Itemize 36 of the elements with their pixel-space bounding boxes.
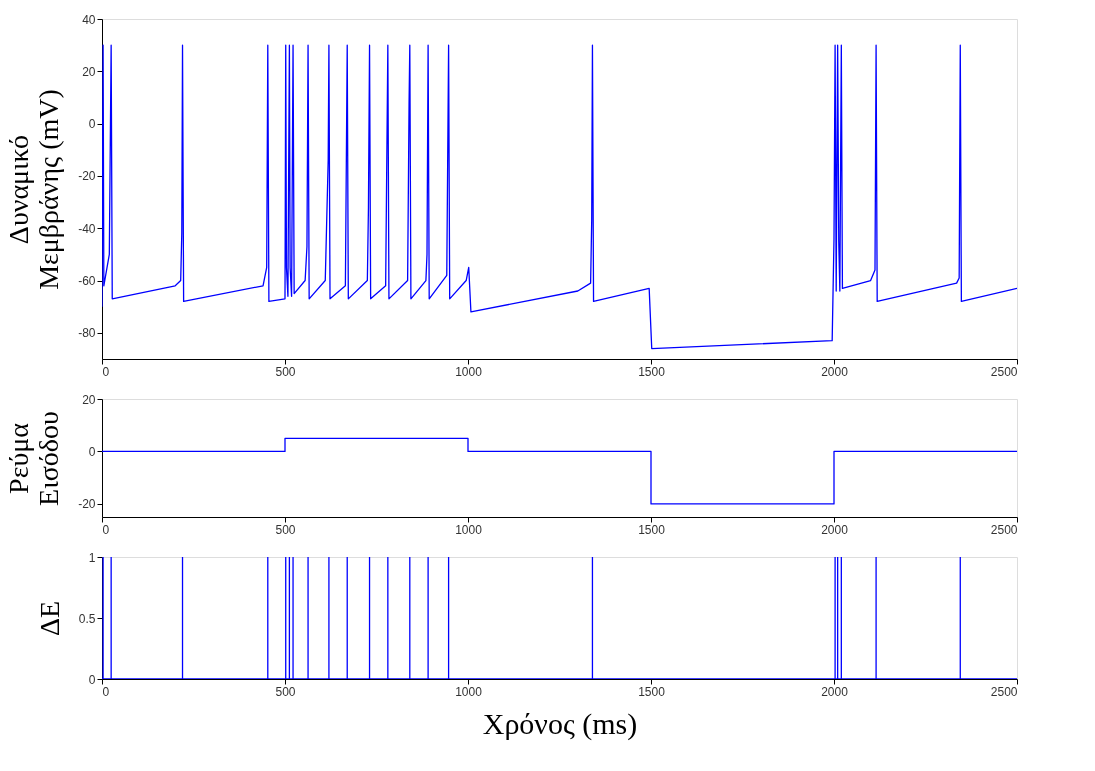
x-tick-label: 0 xyxy=(102,684,110,699)
x-tick-label: 2500 xyxy=(990,684,1018,699)
y-tick-label: 20 xyxy=(82,392,96,407)
y-tick-label: 40 xyxy=(82,12,96,27)
y-tick-label: -20 xyxy=(78,169,96,184)
y-tick-label: 1 xyxy=(88,550,96,565)
x-tick-label: 500 xyxy=(275,684,296,699)
y-tick-label: 0 xyxy=(88,672,96,687)
y-tick-label: -80 xyxy=(78,326,96,341)
x-axis-title: Χρόνος (ms) xyxy=(482,706,638,741)
x-tick-label: 2000 xyxy=(821,364,849,379)
y-axis-title: Ρεύμα Εισόδου xyxy=(3,411,65,506)
y-tick-label: -20 xyxy=(78,497,96,512)
x-tick-label: 2000 xyxy=(821,684,849,699)
y-axis-title: ΔE xyxy=(33,600,65,637)
x-tick-label: 1500 xyxy=(638,684,666,699)
y-tick-label: 20 xyxy=(82,64,96,79)
x-tick-label: 2000 xyxy=(821,522,849,537)
x-tick-label: 0 xyxy=(102,364,110,379)
y-tick-label: -40 xyxy=(78,221,96,236)
x-tick-label: 1000 xyxy=(455,684,483,699)
y-tick-label: 0 xyxy=(88,117,96,132)
x-tick-label: 1500 xyxy=(638,364,666,379)
x-tick-label: 1000 xyxy=(455,364,483,379)
line-series xyxy=(102,44,1017,350)
y-tick-label: -60 xyxy=(78,274,96,289)
y-axis-title: Δυναμικό Μεμβράνης (mV) xyxy=(3,89,65,290)
x-tick-label: 2500 xyxy=(990,522,1018,537)
x-tick-label: 1500 xyxy=(638,522,666,537)
x-tick-label: 0 xyxy=(102,522,110,537)
y-tick-label: 0 xyxy=(88,444,96,459)
x-tick-label: 500 xyxy=(275,364,296,379)
x-tick-label: 1000 xyxy=(455,522,483,537)
y-tick-label: 0.5 xyxy=(78,611,96,626)
x-tick-label: 2500 xyxy=(990,364,1018,379)
x-tick-label: 500 xyxy=(275,522,296,537)
